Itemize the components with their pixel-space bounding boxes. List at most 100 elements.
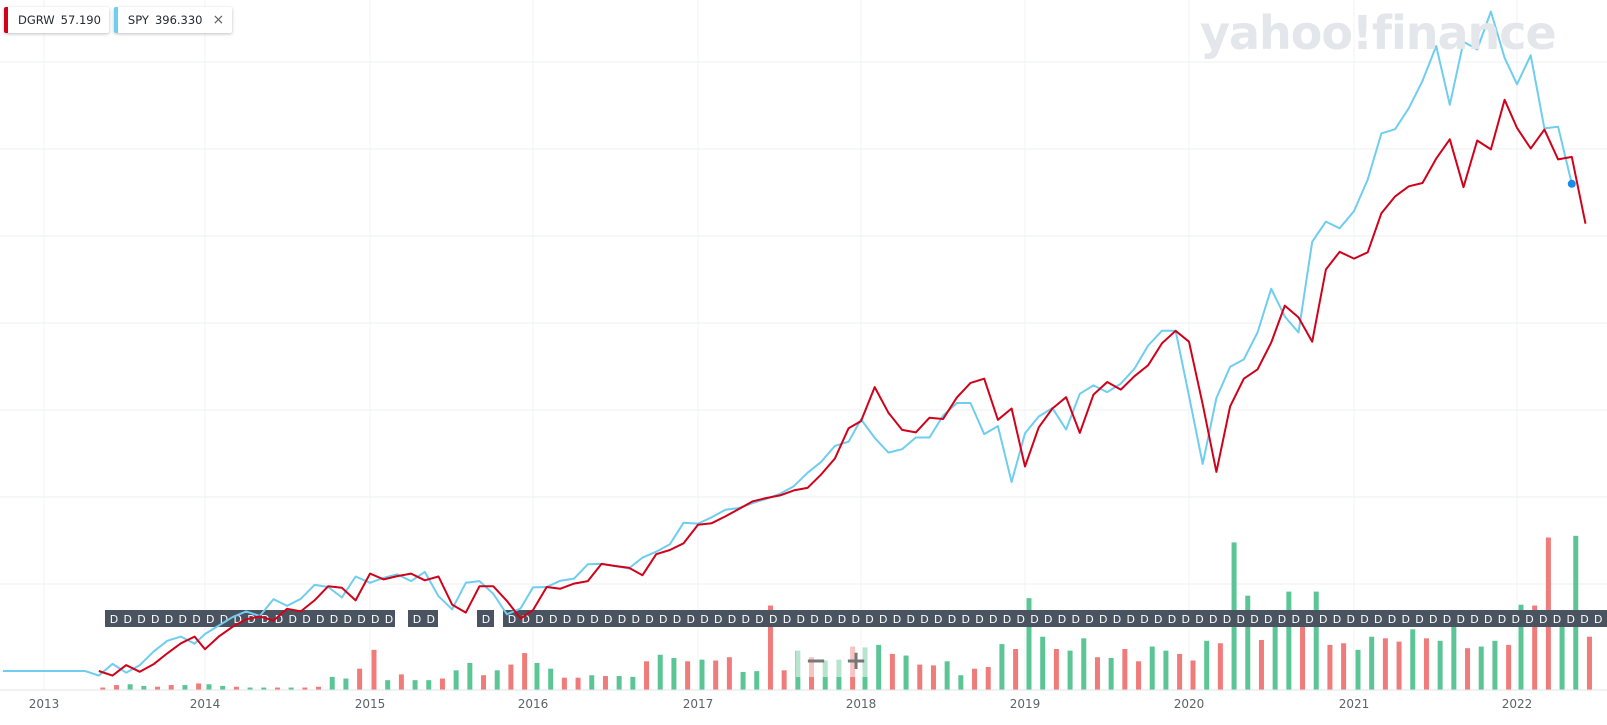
dividend-marker[interactable]: D [1457,613,1465,626]
dividend-marker[interactable]: D [137,613,145,626]
dividend-marker[interactable]: D [1195,613,1203,626]
dividend-marker[interactable]: D [1333,613,1341,626]
dividend-marker[interactable]: D [714,613,722,626]
dividend-marker[interactable]: D [1168,613,1176,626]
dividend-marker[interactable]: D [1360,613,1368,626]
dividend-marker[interactable]: D [563,613,571,626]
dividend-marker[interactable]: D [1127,613,1135,626]
dividend-marker[interactable]: D [632,613,640,626]
dividend-marker[interactable]: D [1223,613,1231,626]
dividend-marker[interactable]: D [261,613,269,626]
dividend-marker[interactable]: D [1099,613,1107,626]
dividend-marker[interactable]: D [275,613,283,626]
dividend-marker[interactable]: D [1498,613,1506,626]
remove-comparison-close-icon[interactable]: × [212,12,225,28]
dividend-marker[interactable]: D [1443,613,1451,626]
dividend-marker[interactable]: D [302,613,310,626]
dividend-marker[interactable]: D [590,613,598,626]
dividend-marker[interactable]: D [371,613,379,626]
dividend-marker[interactable]: D [645,613,653,626]
dividend-marker[interactable]: D [975,613,983,626]
dividend-marker[interactable]: D [220,613,228,626]
dividend-marker[interactable]: D [535,613,543,626]
dividend-marker[interactable]: D [728,613,736,626]
dividend-marker[interactable]: D [755,613,763,626]
dividend-marker[interactable]: D [1553,613,1561,626]
dividend-marker[interactable]: D [1154,613,1162,626]
dividend-marker[interactable]: D [344,613,352,626]
legend-pill-dgrw[interactable]: DGRW 57.190 [4,7,109,33]
dividend-marker[interactable]: D [948,613,956,626]
dividend-marker[interactable]: D [865,613,873,626]
dividend-marker[interactable]: D [687,613,695,626]
dividend-marker[interactable]: D [1264,613,1272,626]
dividend-marker[interactable]: D [1305,613,1313,626]
zoom-in-button[interactable]: + [836,645,876,677]
dividend-marker[interactable]: D [1072,613,1080,626]
dividend-marker[interactable]: D [700,613,708,626]
dividend-marker[interactable]: D [1030,613,1038,626]
dividend-marker[interactable]: D [1003,613,1011,626]
dividend-marker[interactable]: D [1429,613,1437,626]
dividend-marker[interactable]: D [1319,613,1327,626]
dividend-marker[interactable]: D [124,613,132,626]
dividend-marker[interactable]: D [1113,613,1121,626]
dividend-marker[interactable]: D [1278,613,1286,626]
dividend-marker[interactable]: D [1525,613,1533,626]
dividend-marker[interactable]: D [797,613,805,626]
dividend-marker[interactable]: D [810,613,818,626]
dividend-marker[interactable]: D [1058,613,1066,626]
dividend-marker[interactable]: D [852,613,860,626]
dividend-marker[interactable]: D [783,613,791,626]
dividend-marker[interactable]: D [893,613,901,626]
dividend-marker[interactable]: D [879,613,887,626]
dividend-marker[interactable]: D [151,613,159,626]
dividend-marker[interactable]: D [192,613,200,626]
dividend-marker[interactable]: D [549,613,557,626]
dividend-marker[interactable]: D [920,613,928,626]
dividend-marker[interactable]: D [934,613,942,626]
dividend-marker[interactable]: D [330,613,338,626]
dividend-marker[interactable]: D [179,613,187,626]
dividend-marker[interactable]: D [962,613,970,626]
dividend-marker[interactable]: D [618,613,626,626]
dividend-marker[interactable]: D [907,613,915,626]
dividend-marker[interactable]: D [824,613,832,626]
dividend-marker[interactable]: D [604,613,612,626]
dividend-marker[interactable]: D [206,613,214,626]
dividend-marker[interactable]: D [1484,613,1492,626]
dividend-marker[interactable]: D [1044,613,1052,626]
dividend-marker[interactable]: D [1374,613,1382,626]
dividend-marker[interactable]: D [1415,613,1423,626]
dividend-marker[interactable]: D [289,613,297,626]
dividend-marker[interactable]: D [508,613,516,626]
dividend-marker[interactable]: D [1388,613,1396,626]
dividend-marker[interactable]: D [1539,613,1547,626]
dividend-marker[interactable]: D [769,613,777,626]
dividend-marker[interactable]: D [1237,613,1245,626]
dividend-marker[interactable]: D [482,613,490,626]
dividend-marker[interactable]: D [1182,613,1190,626]
dividend-marker[interactable]: D [1017,613,1025,626]
dividend-marker[interactable]: D [110,613,118,626]
dividend-marker[interactable]: D [989,613,997,626]
dividend-marker[interactable]: D [742,613,750,626]
dividend-marker[interactable]: D [1347,613,1355,626]
dividend-marker[interactable]: D [1209,613,1217,626]
dividend-marker[interactable]: D [1512,613,1520,626]
dividend-marker[interactable]: D [659,613,667,626]
dividend-marker[interactable]: D [385,613,393,626]
dividend-marker[interactable]: D [316,613,324,626]
legend-pill-spy[interactable]: SPY 396.330 × [113,7,233,33]
dividend-marker[interactable]: D [1567,613,1575,626]
dividend-marker[interactable]: D [247,613,255,626]
dividend-marker[interactable]: D [1594,613,1602,626]
dividend-marker[interactable]: D [1580,613,1588,626]
dividend-marker[interactable]: D [1250,613,1258,626]
dividend-marker[interactable]: D [1470,613,1478,626]
dividend-marker[interactable]: D [413,613,421,626]
dividend-marker[interactable]: D [522,613,530,626]
dividend-marker[interactable]: D [1085,613,1093,626]
zoom-out-button[interactable]: − [796,645,836,677]
